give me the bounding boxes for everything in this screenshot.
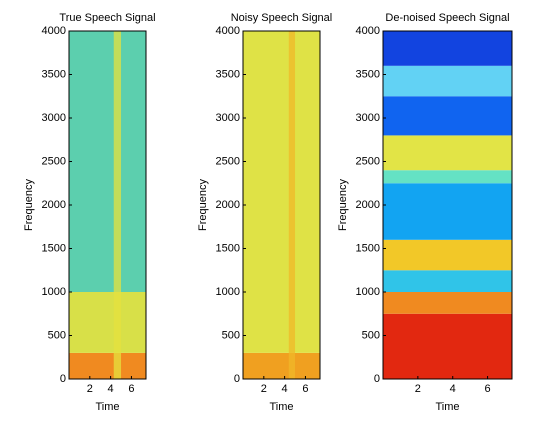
y-tick-label: 3000 bbox=[216, 112, 240, 124]
band bbox=[69, 292, 146, 353]
y-tick-label: 500 bbox=[362, 329, 380, 341]
chart-title: Noisy Speech Signal bbox=[231, 12, 333, 24]
x-tick-label: 4 bbox=[282, 383, 288, 395]
band bbox=[383, 313, 512, 379]
y-tick-label: 1000 bbox=[216, 286, 240, 298]
chart-title: True Speech Signal bbox=[59, 12, 155, 24]
band bbox=[383, 183, 512, 240]
band bbox=[383, 96, 512, 136]
x-tick-label: 6 bbox=[128, 383, 134, 395]
x-tick-label: 2 bbox=[415, 383, 421, 395]
x-tick-label: 6 bbox=[485, 383, 491, 395]
y-tick-label: 1500 bbox=[356, 242, 380, 254]
y-tick-label: 500 bbox=[222, 329, 240, 341]
band bbox=[69, 31, 146, 292]
band bbox=[383, 239, 512, 271]
y-tick-label: 0 bbox=[374, 373, 380, 385]
y-tick-label: 2500 bbox=[42, 155, 66, 167]
y-tick-label: 3500 bbox=[356, 68, 380, 80]
x-tick-label: 2 bbox=[87, 383, 93, 395]
y-axis-label: Frequency bbox=[337, 179, 349, 231]
y-tick-label: 1000 bbox=[42, 286, 66, 298]
x-tick-label: 4 bbox=[450, 383, 456, 395]
y-tick-label: 3000 bbox=[356, 112, 380, 124]
x-tick-label: 2 bbox=[261, 383, 267, 395]
chart-title: De-noised Speech Signal bbox=[385, 12, 509, 24]
y-tick-label: 3500 bbox=[42, 68, 66, 80]
y-tick-label: 2500 bbox=[356, 155, 380, 167]
band bbox=[383, 270, 512, 292]
y-tick-label: 4000 bbox=[356, 25, 380, 37]
streak bbox=[113, 31, 122, 379]
x-axis-label: Time bbox=[95, 401, 119, 413]
streak bbox=[288, 31, 296, 379]
y-tick-label: 1000 bbox=[356, 286, 380, 298]
band bbox=[383, 292, 512, 314]
x-axis-label: Time bbox=[435, 401, 459, 413]
y-axis-label: Frequency bbox=[197, 179, 209, 231]
y-tick-label: 4000 bbox=[216, 25, 240, 37]
band bbox=[243, 31, 320, 353]
y-tick-label: 1500 bbox=[216, 242, 240, 254]
x-tick-label: 6 bbox=[302, 383, 308, 395]
y-tick-label: 2500 bbox=[216, 155, 240, 167]
y-tick-label: 4000 bbox=[42, 25, 66, 37]
y-tick-label: 3500 bbox=[216, 68, 240, 80]
x-axis-label: Time bbox=[269, 401, 293, 413]
y-tick-label: 2000 bbox=[356, 199, 380, 211]
band bbox=[243, 352, 320, 379]
x-tick-label: 4 bbox=[108, 383, 114, 395]
y-axis-label: Frequency bbox=[23, 179, 35, 231]
y-tick-label: 500 bbox=[48, 329, 66, 341]
band bbox=[383, 135, 512, 171]
y-tick-label: 0 bbox=[60, 373, 66, 385]
band bbox=[383, 31, 512, 66]
y-tick-label: 3000 bbox=[42, 112, 66, 124]
band bbox=[69, 352, 146, 379]
y-tick-label: 1500 bbox=[42, 242, 66, 254]
y-tick-label: 0 bbox=[234, 373, 240, 385]
y-tick-label: 2000 bbox=[42, 199, 66, 211]
band bbox=[383, 170, 512, 184]
y-tick-label: 2000 bbox=[216, 199, 240, 211]
band bbox=[383, 65, 512, 97]
